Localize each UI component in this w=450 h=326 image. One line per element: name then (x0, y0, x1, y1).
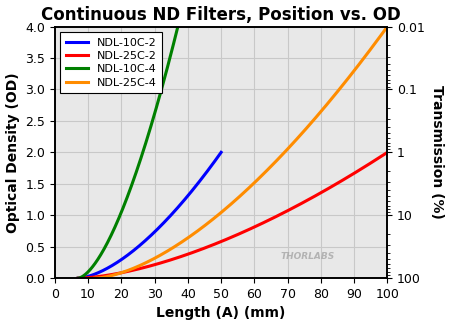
X-axis label: Length (A) (mm): Length (A) (mm) (157, 306, 286, 320)
NDL-10C-4 (175, 24, 180, 28)
NDL-25C-2 (260, 221, 265, 225)
NDL-25C-2 (76, 276, 81, 280)
NDL-10C-2 (218, 150, 224, 154)
NDL-25C-4 (266, 167, 272, 170)
Y-axis label: Transmission (%): Transmission (%) (431, 85, 445, 219)
Legend: NDL-10C-2, NDL-25C-2, NDL-10C-4, NDL-25C-4: NDL-10C-2, NDL-25C-2, NDL-10C-4, NDL-25C… (60, 32, 162, 93)
NDL-25C-4 (339, 85, 344, 89)
Line: NDL-10C-4: NDL-10C-4 (78, 26, 178, 278)
NDL-25C-2 (265, 219, 270, 223)
Line: NDL-25C-2: NDL-25C-2 (78, 152, 387, 278)
NDL-10C-4 (159, 85, 165, 89)
Text: THORLABS: THORLABS (281, 252, 335, 260)
NDL-10C-2 (161, 221, 166, 225)
NDL-10C-4 (166, 61, 171, 65)
NDL-25C-2 (385, 150, 390, 154)
Y-axis label: Optical Density (OD): Optical Density (OD) (5, 72, 19, 233)
NDL-25C-2 (336, 181, 342, 185)
NDL-25C-2 (356, 169, 361, 172)
NDL-25C-4 (92, 276, 98, 280)
NDL-25C-2 (258, 222, 264, 226)
Line: NDL-25C-4: NDL-25C-4 (95, 26, 387, 278)
NDL-25C-4 (385, 24, 390, 28)
NDL-25C-2 (76, 276, 82, 280)
NDL-10C-4 (136, 161, 142, 165)
NDL-25C-4 (357, 61, 363, 65)
NDL-10C-4 (135, 167, 140, 170)
NDL-10C-4 (76, 276, 81, 280)
NDL-10C-2 (163, 219, 168, 223)
Line: NDL-10C-2: NDL-10C-2 (78, 152, 221, 278)
Title: Continuous ND Filters, Position vs. OD: Continuous ND Filters, Position vs. OD (41, 6, 401, 23)
NDL-25C-4 (271, 161, 277, 165)
NDL-10C-2 (76, 276, 81, 280)
NDL-10C-4 (135, 168, 140, 171)
NDL-10C-2 (196, 181, 201, 185)
NDL-10C-4 (76, 276, 81, 280)
NDL-10C-2 (160, 222, 166, 226)
NDL-10C-2 (205, 169, 211, 172)
NDL-25C-4 (93, 276, 99, 280)
NDL-10C-2 (76, 276, 81, 280)
NDL-25C-4 (266, 168, 271, 171)
